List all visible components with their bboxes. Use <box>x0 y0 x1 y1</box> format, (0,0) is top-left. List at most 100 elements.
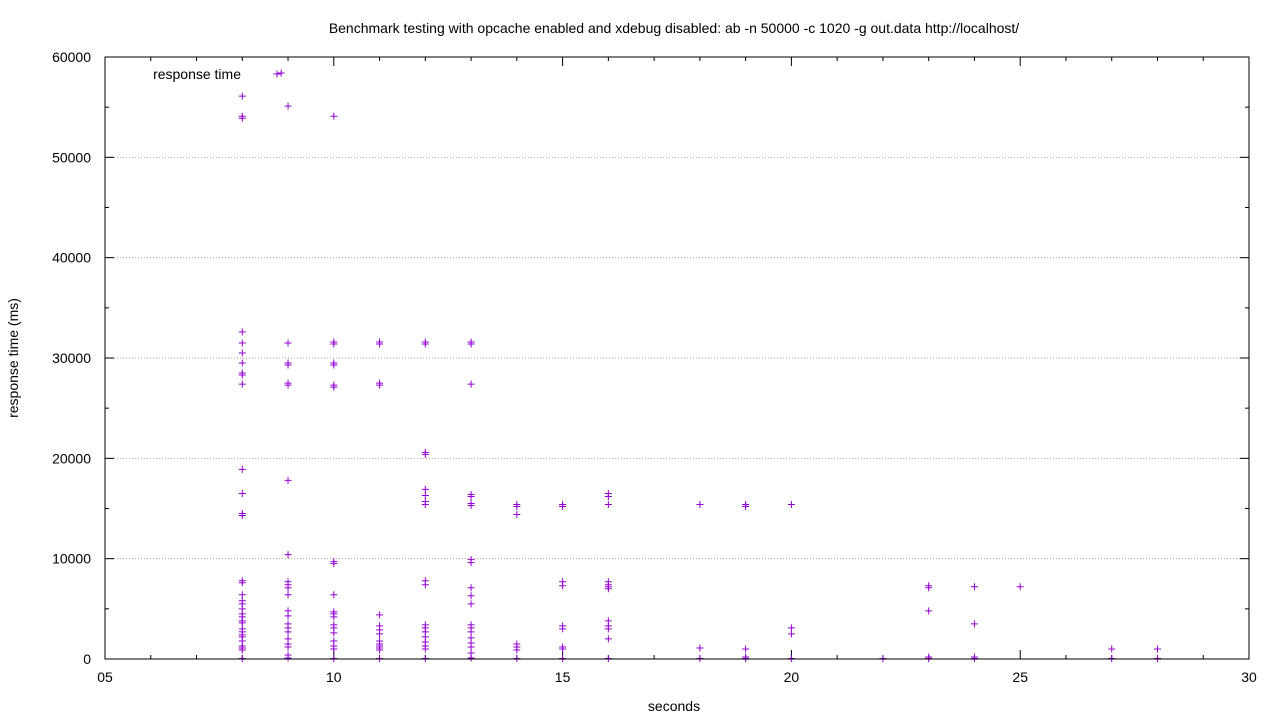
data-point <box>787 654 795 662</box>
data-point <box>925 654 933 662</box>
data-point <box>284 612 292 620</box>
data-point <box>513 654 521 662</box>
plot-frame <box>104 56 1250 660</box>
data-point <box>376 646 384 654</box>
data-point <box>421 500 429 508</box>
y-tick-label: 60000 <box>52 49 91 65</box>
data-point <box>330 629 338 637</box>
data-point <box>284 339 292 347</box>
data-point <box>238 114 246 122</box>
data-point <box>376 654 384 662</box>
data-point <box>604 500 612 508</box>
data-point <box>467 340 475 348</box>
data-point <box>559 582 567 590</box>
data-point <box>970 654 978 662</box>
data-point <box>696 644 704 652</box>
data-point <box>467 559 475 567</box>
data-point <box>1153 654 1161 662</box>
data-point <box>238 654 246 662</box>
data-point <box>696 654 704 662</box>
data-point <box>467 600 475 608</box>
data-point <box>238 359 246 367</box>
data-point <box>376 630 384 638</box>
data-point <box>879 654 887 662</box>
data-point <box>970 620 978 628</box>
data-point <box>284 654 292 662</box>
data-point <box>284 628 292 636</box>
data-point <box>330 645 338 653</box>
data-point <box>421 485 429 493</box>
data-point <box>559 625 567 633</box>
data-point <box>376 611 384 619</box>
y-tick-label: 50000 <box>52 149 91 165</box>
data-point <box>238 579 246 587</box>
y-tick-label: 40000 <box>52 250 91 266</box>
data-point <box>925 584 933 592</box>
data-point <box>284 381 292 389</box>
data-point <box>513 511 521 519</box>
data-point <box>284 476 292 484</box>
data-point <box>421 491 429 499</box>
data-point <box>604 635 612 643</box>
data-point <box>604 585 612 593</box>
y-tick-label: 10000 <box>52 551 91 567</box>
data-point <box>238 619 246 627</box>
data-point <box>330 560 338 568</box>
data-point <box>238 646 246 654</box>
x-tick-label: 15 <box>555 669 571 685</box>
legend-marker-glyph <box>273 70 281 78</box>
grid-lines <box>105 156 1249 560</box>
data-point <box>787 630 795 638</box>
data-point <box>467 654 475 662</box>
data-point <box>559 502 567 510</box>
legend-label: response time <box>153 66 241 82</box>
data-point <box>330 383 338 391</box>
data-point <box>284 643 292 651</box>
data-point <box>604 492 612 500</box>
data-point <box>696 500 704 508</box>
data-points <box>238 69 1161 662</box>
data-point <box>925 607 933 615</box>
data-point <box>238 512 246 520</box>
data-point <box>330 112 338 120</box>
data-point <box>970 583 978 591</box>
x-tick-labels: 05 10 15 20 25 30 <box>97 669 1257 685</box>
data-point <box>559 645 567 653</box>
data-point <box>376 381 384 389</box>
data-point <box>238 371 246 379</box>
data-point <box>238 92 246 100</box>
data-point <box>467 643 475 651</box>
data-point <box>238 465 246 473</box>
data-point <box>421 340 429 348</box>
y-axis-label: response time (ms) <box>5 298 21 418</box>
data-point <box>467 501 475 509</box>
data-point <box>421 581 429 589</box>
data-point <box>467 492 475 500</box>
data-point <box>467 628 475 636</box>
x-tick-label: 25 <box>1012 669 1028 685</box>
data-point <box>330 361 338 369</box>
legend: response time <box>153 66 281 82</box>
data-point <box>238 349 246 357</box>
data-point <box>330 340 338 348</box>
data-point <box>421 654 429 662</box>
data-point <box>742 502 750 510</box>
data-point <box>238 489 246 497</box>
data-point <box>284 361 292 369</box>
data-point <box>277 69 285 77</box>
data-point <box>1016 583 1024 591</box>
data-point <box>513 646 521 654</box>
data-point <box>467 592 475 600</box>
legend-marker <box>273 70 281 78</box>
data-point <box>513 502 521 510</box>
y-tick-labels: 0 10000 20000 30000 40000 50000 60000 <box>52 49 91 667</box>
data-point <box>284 102 292 110</box>
data-point <box>1108 654 1116 662</box>
x-tick-label: 10 <box>326 669 342 685</box>
data-point <box>604 625 612 633</box>
data-point <box>284 591 292 599</box>
data-point <box>787 624 795 632</box>
data-point <box>742 654 750 662</box>
x-tick-label: 30 <box>1241 669 1257 685</box>
